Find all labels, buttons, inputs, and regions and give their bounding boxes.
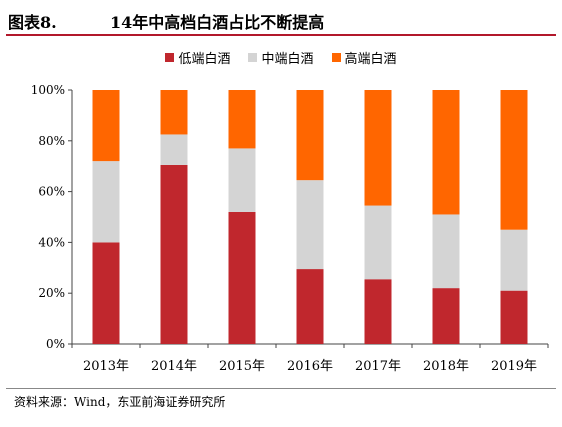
y-tick-label: 100% <box>31 83 65 97</box>
bar-segment-high <box>92 90 120 162</box>
bar-segment-low <box>432 288 460 344</box>
chart-legend: 低端白酒 中端白酒 高端白酒 <box>0 48 562 67</box>
legend-item-high: 高端白酒 <box>331 48 397 67</box>
header-rule <box>6 34 556 36</box>
bar-segment-low <box>500 290 528 344</box>
y-tick-label: 20% <box>38 286 65 300</box>
x-tick-label: 2015年 <box>219 359 265 374</box>
bar-segment-mid <box>296 180 324 270</box>
x-tick-label: 2016年 <box>287 359 333 374</box>
y-tick-label: 80% <box>38 134 65 148</box>
bar-segment-high <box>160 90 188 135</box>
stacked-bar-chart: 0% 20% 40% 60% 80% 100% 2013年 2014年 2015年 2016年 20… <box>31 83 549 374</box>
footer-rule <box>6 388 556 389</box>
legend-item-mid: 中端白酒 <box>248 48 314 67</box>
bar-segment-mid <box>160 134 188 165</box>
y-tick-label: 60% <box>38 185 65 199</box>
bar-segment-high <box>364 90 392 206</box>
legend-swatch-mid <box>248 53 258 62</box>
x-tick-label: 2014年 <box>151 359 197 374</box>
y-tick-label: 40% <box>38 235 65 249</box>
bar-segment-low <box>160 164 188 344</box>
bar-segment-high <box>500 90 528 230</box>
legend-label-high: 高端白酒 <box>344 52 397 67</box>
y-tick-label: 0% <box>46 337 65 351</box>
bar-segment-mid <box>364 205 392 280</box>
bar-segment-high <box>296 90 324 181</box>
bar-segment-high <box>432 90 460 215</box>
legend-item-low: 低端白酒 <box>165 48 230 67</box>
x-tick-label: 2013年 <box>83 359 129 374</box>
bar-segment-mid <box>432 214 460 289</box>
figure-number: 图表8. <box>8 13 57 32</box>
figure-header: 图表8. 14年中高档白酒占比不断提高 <box>6 6 556 34</box>
legend-swatch-high <box>331 53 341 62</box>
bar-segment-high <box>228 90 256 149</box>
bar-segment-low <box>228 211 256 344</box>
legend-label-low: 低端白酒 <box>178 52 231 67</box>
source-note: 资料来源：Wind，东亚前海证券研究所 <box>14 395 226 409</box>
bar-segment-mid <box>228 148 256 212</box>
bar-segment-mid <box>92 161 120 243</box>
x-tick-label: 2017年 <box>355 359 401 374</box>
bar-segment-low <box>364 279 392 344</box>
bar-segment-low <box>92 242 120 344</box>
x-tick-label: 2018年 <box>423 359 469 374</box>
bar-segment-low <box>296 269 324 344</box>
bar-segment-mid <box>500 229 528 291</box>
legend-swatch-low <box>165 53 175 62</box>
figure-title: 14年中高档白酒占比不断提高 <box>110 13 325 32</box>
x-tick-label: 2019年 <box>491 359 537 374</box>
legend-label-mid: 中端白酒 <box>261 52 314 67</box>
